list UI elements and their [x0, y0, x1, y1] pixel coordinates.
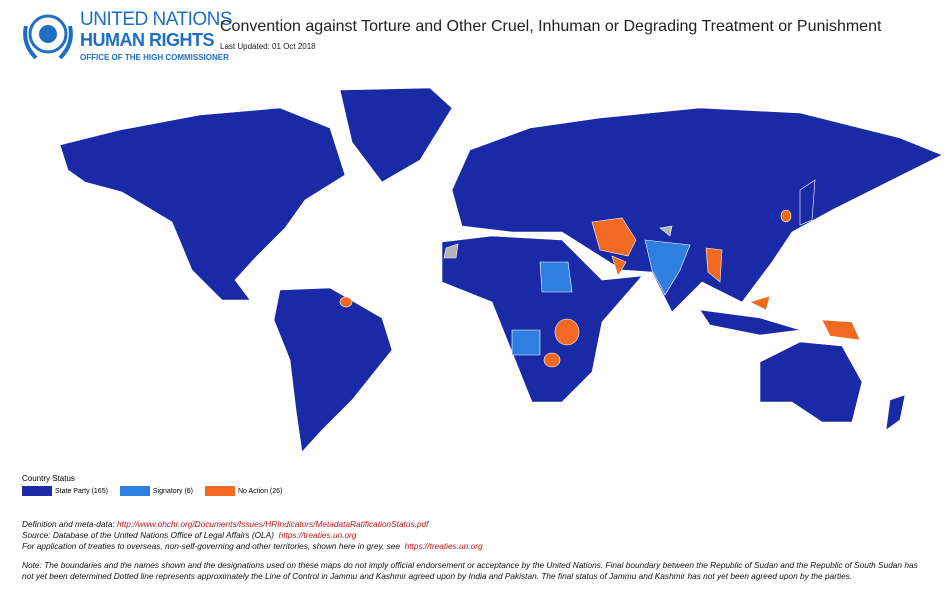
- country-shape: [543, 352, 561, 368]
- legend-label: Signatory (6): [152, 487, 193, 495]
- country-shape: [759, 341, 863, 423]
- text: For application of treaties to overseas,…: [22, 541, 401, 551]
- link[interactable]: https://treaties.un.org: [278, 530, 357, 540]
- world-map: [59, 87, 943, 453]
- legend-label: No Action (26): [238, 487, 283, 495]
- country-shape: [441, 235, 643, 403]
- legend-swatch: [22, 486, 52, 496]
- country-shape: [443, 243, 459, 259]
- definition: Definition and meta-data: http://www.ohc…: [22, 519, 428, 530]
- country-shape: [644, 239, 691, 296]
- note: Note: The boundaries and the names shown…: [22, 560, 918, 581]
- country-shape: [611, 255, 627, 277]
- org-office: OFFICE OF THE HIGH COMMISSIONER: [80, 53, 229, 62]
- legend-swatch: [119, 486, 150, 496]
- country-shape: [705, 247, 723, 283]
- country-shape: [780, 209, 792, 223]
- country-shape: [539, 261, 573, 293]
- country-shape: [591, 217, 637, 257]
- link[interactable]: http://www.ohchr.org/Documents/Issues/HR…: [117, 519, 429, 529]
- legend-item: No Action (26): [205, 486, 282, 496]
- legend-item: State Party (165): [22, 486, 108, 496]
- legend: State Party (165) Signatory (6) No Action …: [22, 486, 282, 496]
- legend-swatch: [205, 486, 235, 496]
- text: Definition and meta-data:: [22, 519, 115, 529]
- country-shape: [554, 318, 580, 346]
- country-shape: [59, 107, 346, 301]
- country-shape: [659, 225, 673, 237]
- legend-title: Country Status: [22, 474, 75, 483]
- country-shape: [339, 87, 453, 183]
- country-shape: [699, 309, 801, 336]
- country-shape: [511, 329, 541, 356]
- territories: For application of treaties to overseas,…: [22, 541, 483, 552]
- link[interactable]: https://treaties.un.org: [404, 541, 483, 551]
- updated: Last Updated: 01 Oct 2018: [220, 42, 316, 51]
- country-shape: [821, 319, 861, 341]
- legend-item: Signatory (6): [119, 486, 193, 496]
- country-shape: [451, 107, 943, 313]
- country-shape: [749, 295, 771, 311]
- title: Convention against Torture and Other Cru…: [220, 18, 882, 35]
- legend-label: State Party (165): [55, 487, 108, 495]
- country-shape: [339, 296, 353, 308]
- country-shape: [799, 179, 816, 226]
- un-emblem: [23, 14, 73, 60]
- source: Source: Database of the United Nations O…: [22, 530, 357, 541]
- org-name: UNITED NATIONS: [80, 9, 233, 30]
- country-shape: [273, 287, 393, 453]
- text: Source: Database of the United Nations O…: [22, 530, 274, 540]
- org-name: HUMAN RIGHTS: [80, 30, 215, 50]
- country-shape: [885, 394, 906, 431]
